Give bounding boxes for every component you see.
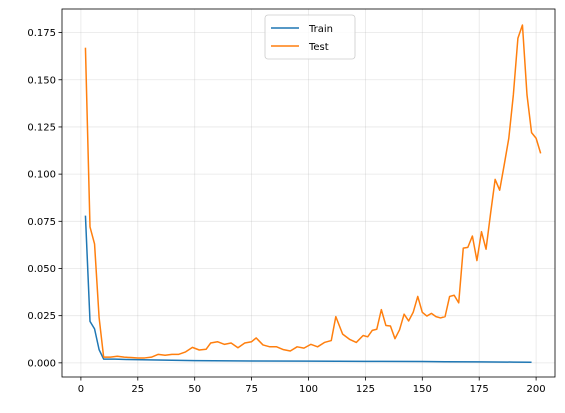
series-lines [84,24,542,364]
y-tick-label: 0.150 [27,75,56,86]
y-tick-label: 0.050 [27,264,56,275]
x-tick-label: 75 [245,384,258,395]
y-tick-label: 0.125 [27,122,56,133]
series-line-train [84,215,532,364]
legend: Train Test [264,14,356,60]
legend-label-train: Train [308,24,333,35]
x-tick-label: 200 [527,384,546,395]
y-tick-label: 0.100 [27,170,56,181]
y-tick-label: 0.075 [27,217,56,228]
x-tick-label: 175 [470,384,489,395]
x-tick-label: 100 [299,384,318,395]
x-tick-label: 0 [78,384,84,395]
x-tick-label: 150 [413,384,432,395]
x-tick-label: 125 [356,384,375,395]
y-tick-label: 0.175 [27,28,56,39]
series-line-test [84,24,542,359]
y-axis-ticks: 0.000 0.025 0.050 0.075 0.100 0.125 0.150 0.175 [27,28,62,369]
x-axis-ticks: 0 25 50 75 100 125 150 175 200 [78,377,546,395]
x-tick-label: 25 [131,384,144,395]
y-tick-label: 0.025 [27,311,56,322]
legend-box [264,14,356,60]
legend-label-test: Test [308,42,329,53]
x-tick-label: 50 [188,384,201,395]
y-tick-label: 0.000 [27,358,56,369]
